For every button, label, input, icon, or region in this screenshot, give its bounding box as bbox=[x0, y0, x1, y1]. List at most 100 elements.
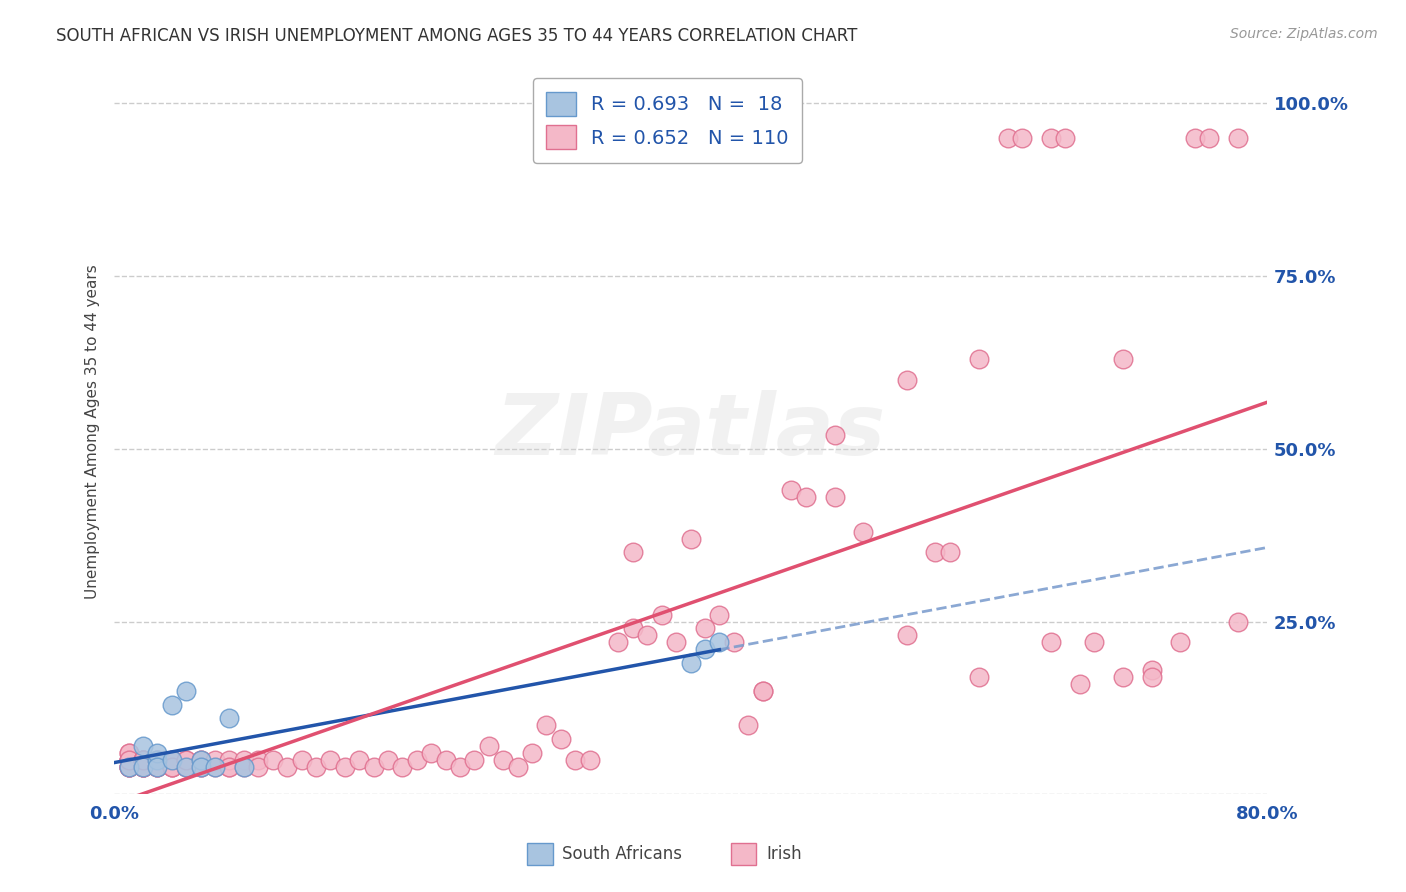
Point bbox=[434, 753, 457, 767]
Point bbox=[174, 760, 197, 774]
Y-axis label: Unemployment Among Ages 35 to 44 years: Unemployment Among Ages 35 to 44 years bbox=[86, 264, 100, 599]
Point bbox=[751, 683, 773, 698]
Point bbox=[506, 760, 529, 774]
Point bbox=[146, 753, 169, 767]
Point bbox=[693, 622, 716, 636]
Point bbox=[218, 753, 240, 767]
Point bbox=[478, 739, 501, 753]
Point bbox=[132, 760, 155, 774]
Point bbox=[665, 635, 688, 649]
Point bbox=[1227, 130, 1250, 145]
Point bbox=[204, 760, 226, 774]
Point bbox=[967, 351, 990, 366]
Point bbox=[132, 760, 155, 774]
Point bbox=[160, 753, 183, 767]
Point bbox=[1170, 635, 1192, 649]
Point bbox=[679, 532, 702, 546]
Point bbox=[117, 753, 139, 767]
Point bbox=[160, 698, 183, 712]
Point bbox=[146, 753, 169, 767]
Point bbox=[1184, 130, 1206, 145]
Point bbox=[305, 760, 328, 774]
Point bbox=[146, 760, 169, 774]
Point bbox=[174, 760, 197, 774]
Point bbox=[117, 760, 139, 774]
Point bbox=[146, 753, 169, 767]
Legend: R = 0.693   N =  18, R = 0.652   N = 110: R = 0.693 N = 18, R = 0.652 N = 110 bbox=[533, 78, 803, 162]
Point bbox=[117, 753, 139, 767]
Point bbox=[132, 760, 155, 774]
Point bbox=[132, 760, 155, 774]
Point bbox=[146, 760, 169, 774]
Point bbox=[377, 753, 399, 767]
Point bbox=[896, 373, 918, 387]
Point bbox=[651, 607, 673, 622]
Point bbox=[607, 635, 630, 649]
Point bbox=[117, 746, 139, 760]
Point bbox=[117, 760, 139, 774]
Point bbox=[232, 760, 254, 774]
Text: SOUTH AFRICAN VS IRISH UNEMPLOYMENT AMONG AGES 35 TO 44 YEARS CORRELATION CHART: SOUTH AFRICAN VS IRISH UNEMPLOYMENT AMON… bbox=[56, 27, 858, 45]
Point bbox=[146, 746, 169, 760]
Point bbox=[723, 635, 745, 649]
Point bbox=[751, 683, 773, 698]
Point bbox=[391, 760, 413, 774]
Point bbox=[636, 628, 658, 642]
Point bbox=[218, 760, 240, 774]
Point bbox=[132, 753, 155, 767]
Point bbox=[190, 753, 212, 767]
Point bbox=[463, 753, 485, 767]
Point bbox=[420, 746, 443, 760]
Point bbox=[709, 635, 731, 649]
Text: Source: ZipAtlas.com: Source: ZipAtlas.com bbox=[1230, 27, 1378, 41]
Point bbox=[132, 753, 155, 767]
Point bbox=[132, 753, 155, 767]
Point bbox=[896, 628, 918, 642]
Point bbox=[1083, 635, 1105, 649]
Point bbox=[536, 718, 558, 732]
Point bbox=[117, 760, 139, 774]
Point bbox=[1227, 615, 1250, 629]
Point bbox=[1198, 130, 1220, 145]
Point bbox=[117, 753, 139, 767]
Point bbox=[276, 760, 298, 774]
Point bbox=[449, 760, 471, 774]
Point bbox=[621, 622, 644, 636]
Text: South Africans: South Africans bbox=[562, 845, 682, 863]
Point bbox=[1039, 130, 1062, 145]
Point bbox=[1112, 670, 1135, 684]
Point bbox=[204, 760, 226, 774]
Point bbox=[117, 760, 139, 774]
Point bbox=[824, 490, 846, 504]
Point bbox=[1054, 130, 1077, 145]
Point bbox=[218, 711, 240, 725]
Point bbox=[174, 683, 197, 698]
Point bbox=[132, 760, 155, 774]
Point bbox=[967, 670, 990, 684]
Point bbox=[939, 545, 962, 559]
Point bbox=[319, 753, 342, 767]
Point bbox=[160, 753, 183, 767]
Point bbox=[852, 524, 875, 539]
Point bbox=[290, 753, 312, 767]
Point bbox=[218, 760, 240, 774]
Point bbox=[709, 607, 731, 622]
Point bbox=[132, 739, 155, 753]
Point bbox=[1069, 677, 1091, 691]
Point bbox=[190, 760, 212, 774]
Point bbox=[117, 746, 139, 760]
Point bbox=[146, 760, 169, 774]
Point bbox=[737, 718, 759, 732]
Point bbox=[174, 753, 197, 767]
Point bbox=[117, 753, 139, 767]
Point bbox=[160, 760, 183, 774]
Point bbox=[693, 642, 716, 657]
Point bbox=[924, 545, 946, 559]
Point bbox=[174, 760, 197, 774]
Point bbox=[160, 760, 183, 774]
Point bbox=[824, 428, 846, 442]
Point bbox=[247, 760, 270, 774]
Point bbox=[550, 732, 572, 747]
Point bbox=[174, 753, 197, 767]
Point bbox=[132, 753, 155, 767]
